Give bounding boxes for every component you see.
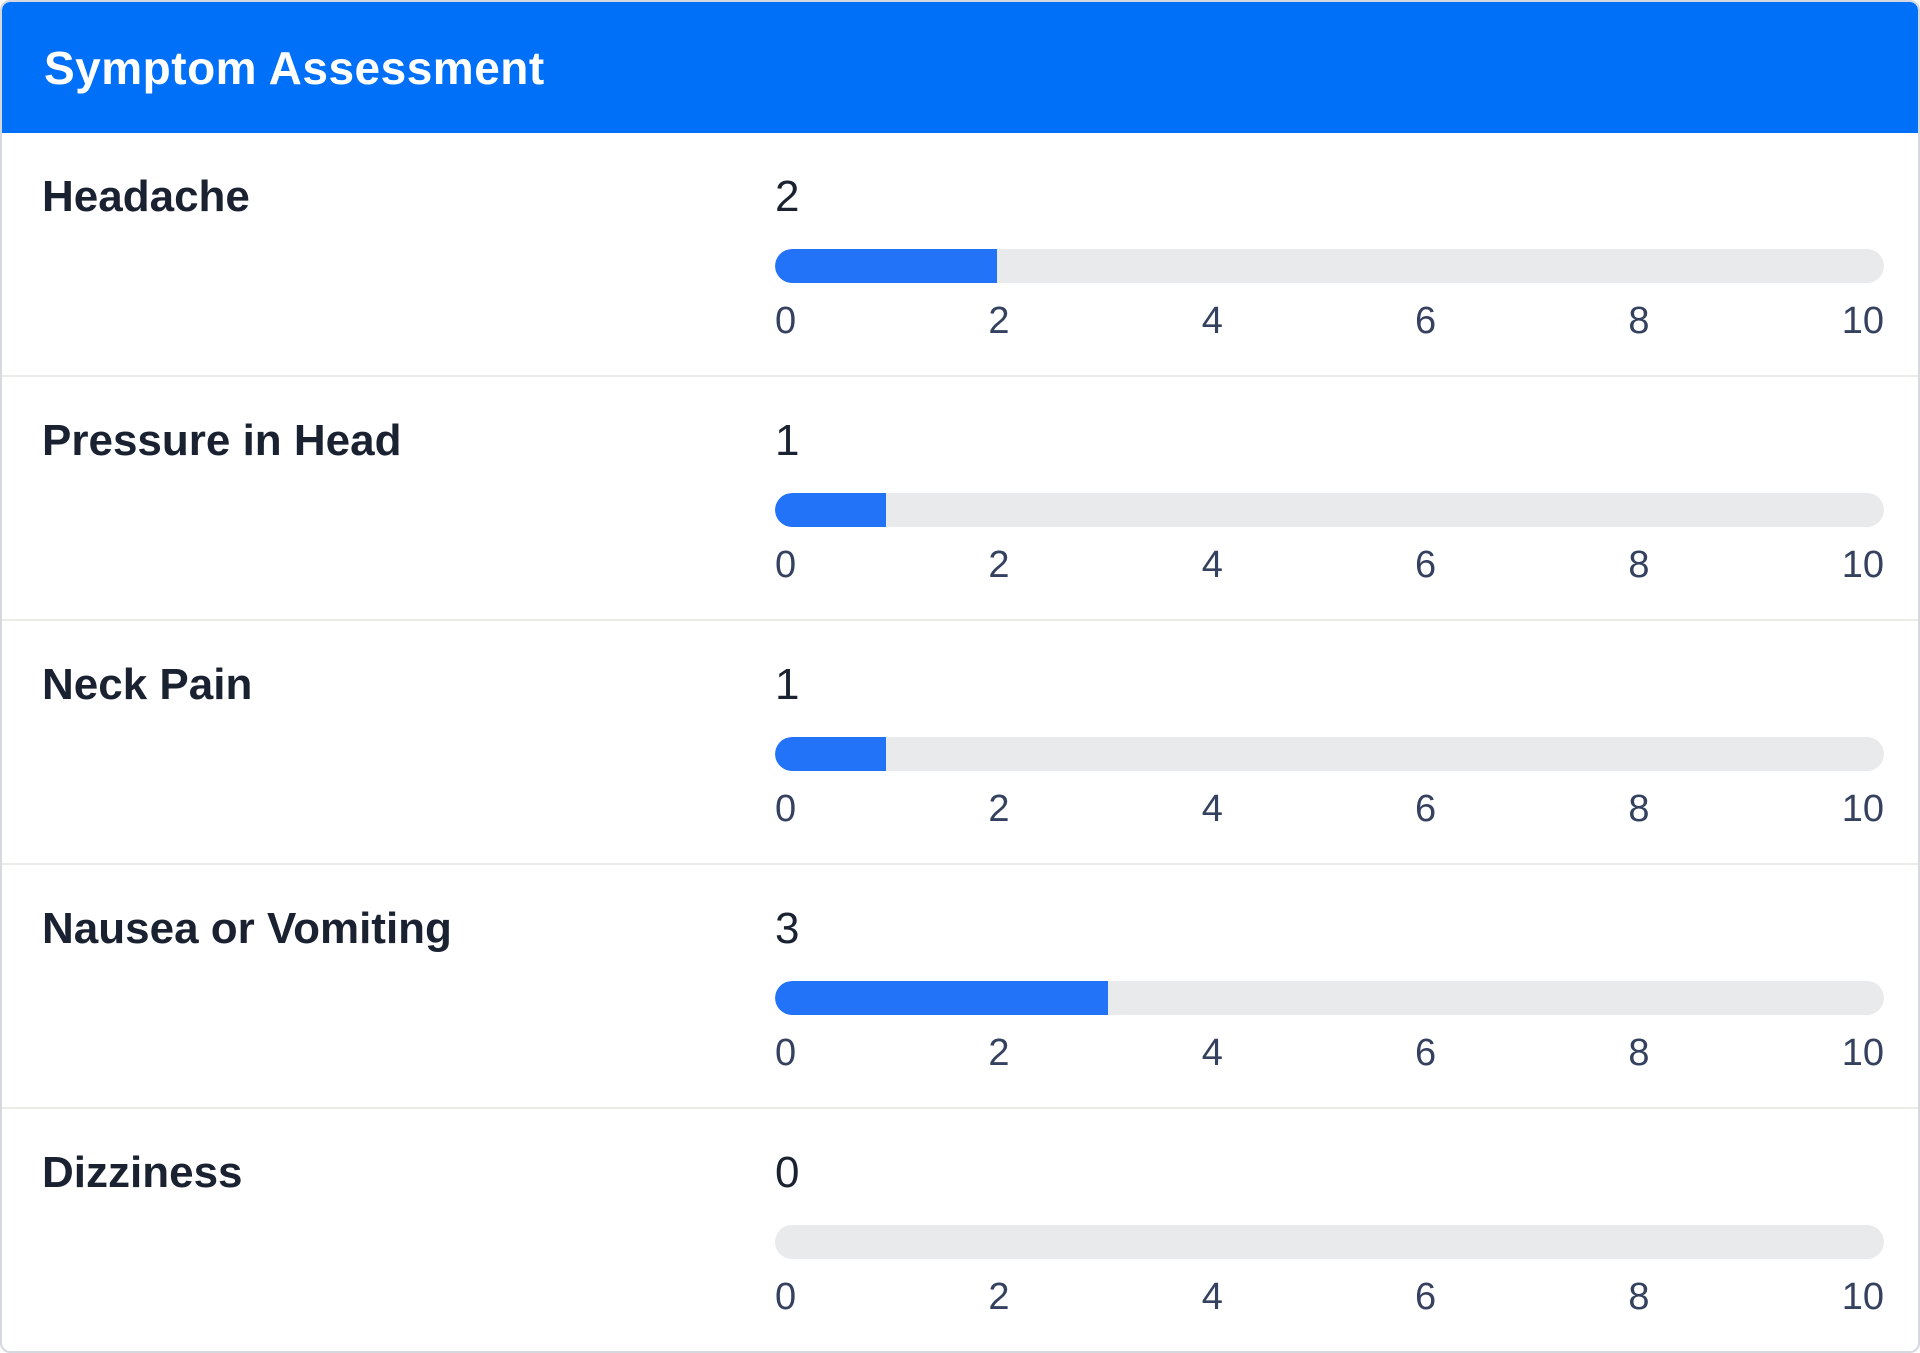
symptom-label: Neck Pain xyxy=(42,660,253,709)
tick-label: 2 xyxy=(988,544,1010,586)
symptom-slider[interactable] xyxy=(775,981,1884,1015)
slider-column: 1 0 2 4 6 8 10 xyxy=(775,659,1884,863)
tick-label: 8 xyxy=(1628,1032,1650,1074)
tick-label: 8 xyxy=(1628,788,1650,830)
tick-label: 0 xyxy=(775,300,797,342)
symptom-label: Nausea or Vomiting xyxy=(42,904,452,953)
tick-label: 8 xyxy=(1628,300,1650,342)
tick-scale: 0 2 4 6 8 10 xyxy=(775,299,1884,343)
slider-column: 1 0 2 4 6 8 10 xyxy=(775,415,1884,619)
tick-label: 10 xyxy=(1841,788,1884,830)
symptom-label: Pressure in Head xyxy=(42,416,402,465)
slider-fill xyxy=(775,493,886,527)
tick-label: 10 xyxy=(1841,1276,1884,1318)
symptom-row-dizziness: Dizziness 0 0 2 4 6 8 10 xyxy=(2,1109,1918,1349)
symptom-row-neck-pain: Neck Pain 1 0 2 4 6 8 10 xyxy=(2,621,1918,865)
symptom-slider[interactable] xyxy=(775,493,1884,527)
tick-scale: 0 2 4 6 8 10 xyxy=(775,1031,1884,1075)
tick-label: 4 xyxy=(1201,1276,1223,1318)
tick-label: 6 xyxy=(1415,300,1437,342)
symptom-value: 0 xyxy=(775,1148,800,1197)
symptom-value: 3 xyxy=(775,904,800,953)
tick-label: 4 xyxy=(1201,1032,1223,1074)
symptom-row-nausea-or-vomiting: Nausea or Vomiting 3 0 2 4 6 8 10 xyxy=(2,865,1918,1109)
tick-label: 0 xyxy=(775,1032,797,1074)
symptom-label: Dizziness xyxy=(42,1148,243,1197)
tick-label: 10 xyxy=(1841,544,1884,586)
slider-fill xyxy=(775,249,997,283)
tick-label: 6 xyxy=(1415,544,1437,586)
slider-column: 2 0 2 4 6 8 10 xyxy=(775,171,1884,375)
symptom-value: 1 xyxy=(775,416,800,465)
symptom-slider[interactable] xyxy=(775,249,1884,283)
symptom-row-pressure-in-head: Pressure in Head 1 0 2 4 6 8 10 xyxy=(2,377,1918,621)
tick-label: 10 xyxy=(1841,300,1884,342)
tick-label: 0 xyxy=(775,788,797,830)
tick-label: 0 xyxy=(775,1276,797,1318)
tick-label: 2 xyxy=(988,1276,1010,1318)
symptom-row-headache: Headache 2 0 2 4 6 8 10 xyxy=(2,133,1918,377)
tick-label: 8 xyxy=(1628,544,1650,586)
tick-scale: 0 2 4 6 8 10 xyxy=(775,543,1884,587)
tick-label: 4 xyxy=(1201,300,1223,342)
slider-fill xyxy=(775,981,1108,1015)
symptom-slider[interactable] xyxy=(775,737,1884,771)
symptom-value: 2 xyxy=(775,172,800,221)
tick-label: 2 xyxy=(988,300,1010,342)
tick-label: 6 xyxy=(1415,788,1437,830)
symptom-list: Headache 2 0 2 4 6 8 10 Pressure in Head xyxy=(2,133,1918,1349)
symptom-slider[interactable] xyxy=(775,1225,1884,1259)
card-header: Symptom Assessment xyxy=(2,2,1918,133)
card-title: Symptom Assessment xyxy=(44,41,545,94)
tick-scale: 0 2 4 6 8 10 xyxy=(775,1275,1884,1319)
tick-scale: 0 2 4 6 8 10 xyxy=(775,787,1884,831)
tick-label: 2 xyxy=(988,788,1010,830)
tick-label: 0 xyxy=(775,544,797,586)
symptom-value: 1 xyxy=(775,660,800,709)
tick-label: 6 xyxy=(1415,1032,1437,1074)
tick-label: 8 xyxy=(1628,1276,1650,1318)
slider-column: 0 0 2 4 6 8 10 xyxy=(775,1147,1884,1349)
slider-fill xyxy=(775,737,886,771)
tick-label: 10 xyxy=(1841,1032,1884,1074)
tick-label: 6 xyxy=(1415,1276,1437,1318)
tick-label: 2 xyxy=(988,1032,1010,1074)
symptom-label: Headache xyxy=(42,172,250,221)
tick-label: 4 xyxy=(1201,788,1223,830)
tick-label: 4 xyxy=(1201,544,1223,586)
slider-column: 3 0 2 4 6 8 10 xyxy=(775,903,1884,1107)
